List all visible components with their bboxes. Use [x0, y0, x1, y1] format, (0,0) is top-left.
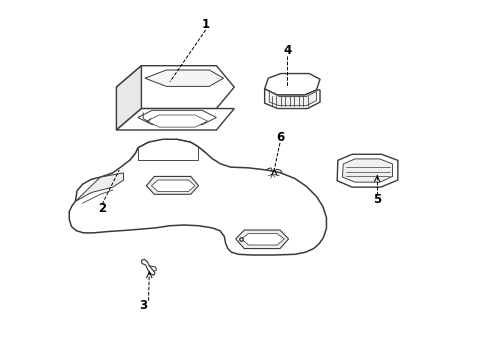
- Polygon shape: [151, 180, 195, 192]
- Polygon shape: [266, 168, 283, 183]
- Polygon shape: [265, 73, 320, 95]
- Polygon shape: [270, 91, 317, 106]
- Text: 3: 3: [139, 299, 147, 312]
- Polygon shape: [69, 139, 326, 255]
- Polygon shape: [337, 154, 398, 187]
- Text: 1: 1: [202, 18, 210, 31]
- Polygon shape: [117, 109, 234, 130]
- Polygon shape: [147, 176, 198, 194]
- Polygon shape: [265, 89, 320, 109]
- Polygon shape: [117, 66, 142, 130]
- Text: 5: 5: [373, 193, 381, 206]
- Polygon shape: [145, 70, 223, 86]
- Polygon shape: [343, 159, 392, 182]
- Polygon shape: [117, 66, 234, 109]
- Polygon shape: [138, 111, 217, 125]
- Text: 4: 4: [283, 44, 291, 57]
- Polygon shape: [236, 230, 289, 249]
- Polygon shape: [142, 259, 155, 275]
- Text: 2: 2: [98, 202, 106, 215]
- Text: 6: 6: [276, 131, 284, 144]
- Polygon shape: [242, 234, 284, 245]
- Polygon shape: [147, 115, 207, 127]
- Polygon shape: [75, 173, 123, 202]
